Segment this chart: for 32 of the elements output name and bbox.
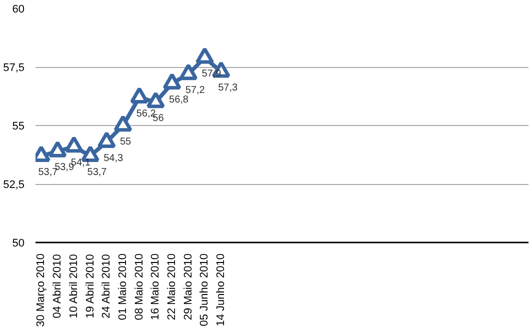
point	[195, 47, 214, 64]
data-label: 57,2	[185, 85, 206, 96]
point	[146, 92, 165, 108]
point	[162, 72, 182, 90]
x-tick-label: 30 Março 2010	[35, 253, 48, 327]
x-tick-label: 29 Maio 2010	[182, 253, 194, 320]
data-label: 53,7	[87, 166, 108, 178]
x-tick-label: 22 Maio 2010	[166, 253, 178, 320]
point	[114, 115, 132, 132]
data-label: 57,3	[218, 82, 238, 94]
x-tick-label: 10 Abril 2010	[68, 254, 80, 318]
x-tick-label: 04 Abril 2010	[52, 254, 64, 318]
y-tick-label: 52,5	[3, 179, 25, 191]
y-tick-label: 57,5	[3, 62, 25, 74]
point	[48, 140, 67, 158]
x-tick-label: 05 Junho 2010	[198, 253, 211, 326]
point	[64, 136, 84, 153]
x-tick-label: 14 Junho 2010	[215, 253, 228, 326]
y-tick-label: 55	[12, 120, 25, 132]
x-tick-label: 24 Abril 2010	[100, 254, 113, 318]
x-tick-label: 19 Abril 2010	[84, 254, 96, 318]
y-tick-label: 50	[12, 238, 25, 250]
point	[179, 64, 198, 80]
data-label: 56,8	[169, 94, 189, 106]
data-label: 54,3	[104, 152, 124, 164]
x-tick-label: 01 Maio 2010	[116, 253, 129, 320]
point	[130, 87, 149, 104]
x-tick-label: 08 Maio 2010	[133, 253, 146, 320]
data-label: 55	[120, 136, 132, 148]
y-tick-label: 60	[12, 4, 25, 16]
point	[97, 131, 116, 148]
x-tick-label: 16 Maio 2010	[150, 253, 162, 320]
